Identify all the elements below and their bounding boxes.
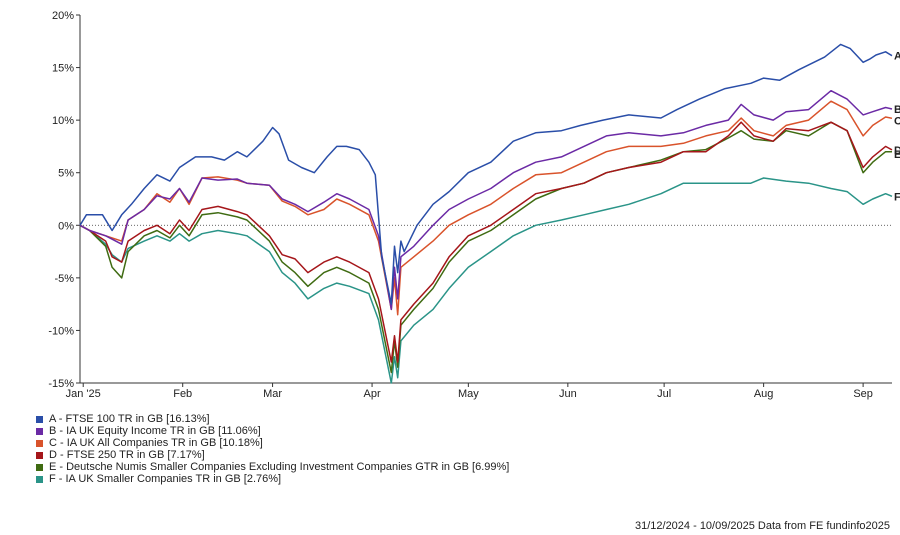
x-tick-label: May: [458, 388, 479, 400]
legend-swatch-e: [36, 463, 43, 471]
y-tick-label: 20%: [52, 10, 74, 22]
x-tick-label: Aug: [754, 388, 774, 400]
end-label-f: F: [894, 191, 900, 203]
series-line-d: [79, 121, 893, 363]
end-label-b: B: [894, 104, 900, 116]
series-line-f: [79, 177, 893, 384]
legend-swatch-f: [36, 475, 43, 483]
legend-label-e: E - Deutsche Numis Smaller Companies Exc…: [49, 461, 510, 473]
x-tick-label: Jan '25: [66, 388, 101, 400]
legend-swatch-b: [36, 427, 43, 435]
end-label-a: A: [894, 51, 900, 63]
series-line-e: [79, 121, 893, 374]
y-tick-label: 15%: [52, 63, 74, 75]
legend-swatch-c: [36, 439, 43, 447]
legend-item-c: C - IA UK All Companies TR in GB [10.18%…: [36, 437, 509, 449]
y-tick-label: 10%: [52, 115, 74, 127]
end-label-c: C: [894, 115, 900, 127]
legend-swatch-d: [36, 451, 43, 459]
legend-swatch-a: [36, 415, 43, 423]
legend-item-a: A - FTSE 100 TR in GB [16.13%]: [36, 413, 509, 425]
data-source-footer: 31/12/2024 - 10/09/2025 Data from FE fun…: [634, 520, 890, 532]
series-line-a: [79, 43, 893, 305]
end-label-e: E: [894, 149, 900, 161]
x-tick-label: Apr: [364, 388, 381, 400]
series-line-c: [79, 100, 893, 316]
end-label-d: D: [894, 145, 900, 157]
x-tick-label: Mar: [263, 388, 282, 400]
legend-item-b: B - IA UK Equity Income TR in GB [11.06%…: [36, 425, 509, 437]
x-tick-label: Jun: [559, 388, 577, 400]
legend-label-b: B - IA UK Equity Income TR in GB [11.06%…: [49, 425, 261, 437]
legend-item-f: F - IA UK Smaller Companies TR in GB [2.…: [36, 473, 509, 485]
legend-label-f: F - IA UK Smaller Companies TR in GB [2.…: [49, 473, 282, 485]
y-tick-label: -5%: [54, 273, 74, 285]
legend-label-c: C - IA UK All Companies TR in GB [10.18%…: [49, 437, 263, 449]
x-tick-label: Sep: [853, 388, 873, 400]
x-tick-label: Feb: [173, 388, 192, 400]
y-tick-label: -15%: [48, 378, 74, 390]
x-tick-label: Jul: [657, 388, 671, 400]
series-line-b: [79, 89, 893, 311]
legend-item-e: E - Deutsche Numis Smaller Companies Exc…: [36, 461, 509, 473]
legend-label-d: D - FTSE 250 TR in GB [7.17%]: [49, 449, 205, 461]
y-tick-label: 5%: [58, 168, 74, 180]
legend: A - FTSE 100 TR in GB [16.13%] B - IA UK…: [36, 413, 509, 485]
y-tick-label: 0%: [58, 220, 74, 232]
line-chart: -15% -10% -5% 0% 5% 10% 15% 20% Jan '25 Feb Mar Apr…: [48, 10, 900, 400]
legend-item-d: D - FTSE 250 TR in GB [7.17%]: [36, 449, 509, 461]
y-tick-label: -10%: [48, 325, 74, 337]
legend-label-a: A - FTSE 100 TR in GB [16.13%]: [49, 413, 210, 425]
